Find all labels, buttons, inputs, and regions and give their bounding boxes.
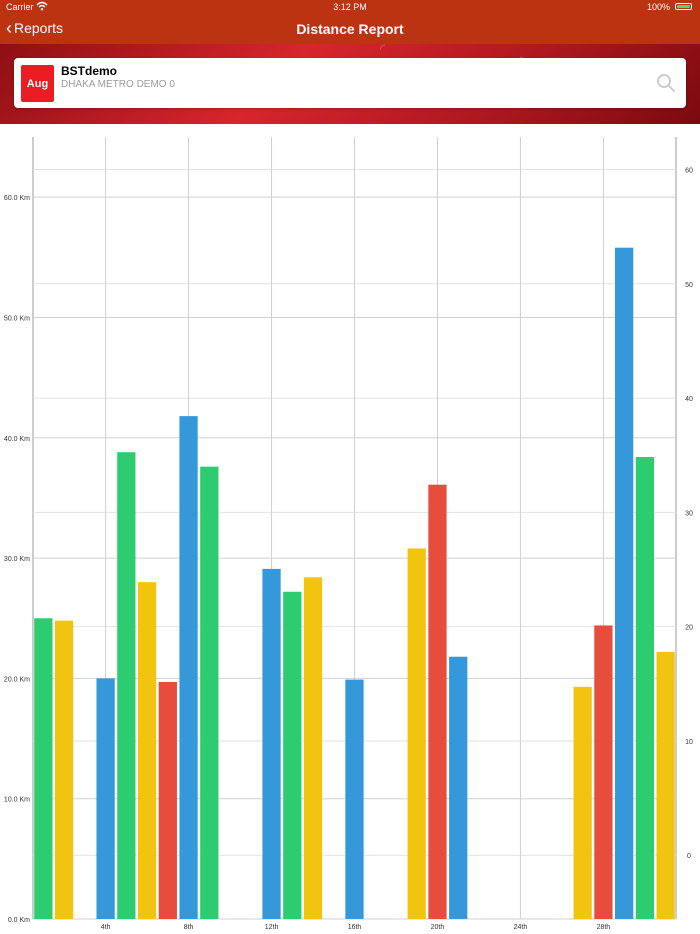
y-left-tick-label: 20.0 Km bbox=[4, 676, 30, 683]
bar-day-8 bbox=[179, 416, 198, 919]
back-label: Reports bbox=[14, 20, 64, 36]
y-right-tick-label: 40 bbox=[685, 396, 693, 403]
bar-day-21 bbox=[449, 656, 468, 919]
bar-day-2 bbox=[54, 620, 74, 919]
y-right-tick-label: 30 bbox=[685, 510, 693, 517]
bar-day-12 bbox=[262, 568, 281, 919]
bar-day-16 bbox=[345, 679, 364, 919]
y-left-tick-label: 30.0 Km bbox=[4, 556, 30, 563]
bar-day-9 bbox=[200, 466, 219, 919]
bar-day-7 bbox=[158, 681, 177, 919]
y-right-tick-label: 50 bbox=[685, 282, 693, 289]
bar-day-1 bbox=[34, 618, 53, 919]
vehicle-subtitle: DHAKA METRO DEMO 0 bbox=[61, 79, 175, 90]
bar-day-19 bbox=[407, 548, 426, 919]
bar-day-6 bbox=[137, 582, 157, 919]
bar-day-4 bbox=[96, 678, 115, 919]
bar-day-14 bbox=[303, 577, 323, 919]
bar-day-20 bbox=[428, 484, 447, 919]
distance-bar-chart: 0.0 Km 10.0 Km 20.0 Km 30.0 Km 40.0 Km 50.0 K… bbox=[4, 137, 693, 931]
y-left-tick-label: 50.0 Km bbox=[4, 315, 30, 322]
x-tick-label: 16th bbox=[348, 924, 362, 931]
vehicle-name: BSTdemo bbox=[61, 64, 118, 78]
battery-percent: 100% bbox=[646, 2, 670, 12]
month-badge: Aug bbox=[21, 65, 54, 102]
bar-day-29 bbox=[615, 247, 634, 919]
y-left-tick-label: 40.0 Km bbox=[4, 436, 30, 443]
y-right-tick-label: 10 bbox=[685, 739, 693, 746]
x-tick-label: 12th bbox=[265, 924, 279, 931]
status-time: 3:12 PM bbox=[333, 2, 367, 12]
y-right-tick-label: 0 bbox=[687, 853, 691, 860]
y-left-tick-label: 10.0 Km bbox=[4, 797, 30, 804]
y-left-tick-label: 60.0 Km bbox=[4, 195, 30, 202]
battery-icon bbox=[675, 3, 692, 10]
y-left-tick-label: 0.0 Km bbox=[8, 917, 30, 924]
x-tick-label: 8th bbox=[184, 924, 194, 931]
vehicle-card[interactable]: Aug BSTdemo DHAKA METRO DEMO 0 bbox=[14, 58, 686, 108]
back-button[interactable]: ‹ Reports bbox=[6, 18, 64, 38]
chevron-left-icon: ‹ bbox=[6, 18, 12, 38]
status-bar: Carrier 3:12 PM 100% bbox=[0, 0, 700, 14]
bar-day-28 bbox=[594, 625, 613, 919]
x-tick-label: 4th bbox=[101, 924, 111, 931]
bar-day-13 bbox=[283, 591, 302, 919]
y-right-tick-label: 20 bbox=[685, 625, 693, 632]
search-icon[interactable] bbox=[656, 73, 676, 93]
x-tick-label: 28th bbox=[597, 924, 611, 931]
bar-day-30 bbox=[635, 457, 655, 919]
navigation-bar: ‹ Reports Distance Report bbox=[0, 14, 700, 44]
speedometer-decoration: ◜ bbox=[380, 44, 386, 57]
x-tick-label: 24th bbox=[514, 924, 528, 931]
bar-day-5 bbox=[117, 452, 136, 919]
page-title: Distance Report bbox=[296, 21, 404, 37]
x-tick-label: 20th bbox=[431, 924, 445, 931]
y-right-tick-label: 60 bbox=[685, 167, 693, 174]
wifi-icon bbox=[36, 1, 48, 11]
bar-day-27 bbox=[573, 686, 592, 919]
bar-day-31 bbox=[656, 651, 675, 919]
carrier-label: Carrier bbox=[6, 2, 34, 12]
